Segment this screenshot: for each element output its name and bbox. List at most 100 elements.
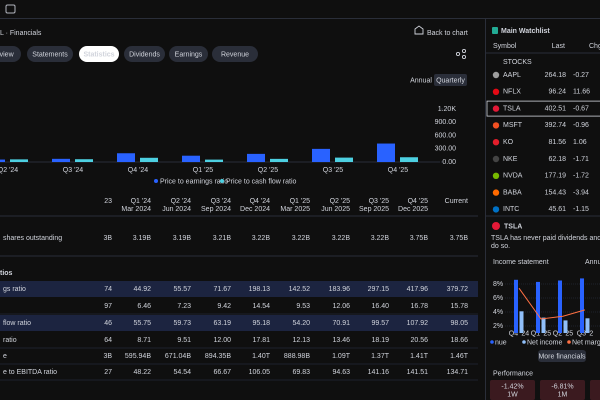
column-header: Q4 '25 — [408, 198, 429, 205]
bar — [312, 148, 330, 162]
back-icon[interactable] — [414, 25, 424, 35]
x-tick-label: Q4 '24 — [128, 167, 149, 174]
column-header: Mar 2025 — [280, 206, 310, 213]
column-header: Q1 '25 — [290, 198, 311, 205]
tab-pill[interactable] — [0, 46, 21, 62]
bar — [335, 157, 353, 162]
table-cell: 595.94B — [125, 353, 151, 360]
table-cell: 16.78 — [410, 303, 428, 310]
table-cell: 1.41T — [410, 353, 429, 360]
tab-pill[interactable] — [124, 46, 165, 62]
performance-period: 1W — [507, 391, 518, 398]
table-cell: 63.19 — [213, 320, 231, 327]
symbol: NVDA — [503, 173, 523, 180]
table-cell: 54.54 — [173, 369, 191, 376]
table-cell: 1.46T — [450, 353, 469, 360]
table-cell: 27 — [104, 369, 112, 376]
bar — [117, 153, 135, 162]
section-title: Performance — [493, 370, 533, 377]
table-cell: 97 — [104, 303, 112, 310]
table-cell: 64 — [104, 337, 112, 344]
row-label: shares outstanding — [3, 235, 62, 242]
bar — [580, 278, 584, 333]
column-header: Sep 2024 — [201, 206, 231, 213]
symbol-icon — [492, 105, 500, 112]
bar — [182, 155, 200, 162]
column-header: Q4 '24 — [250, 198, 271, 205]
table-cell: 3.22B — [332, 235, 351, 242]
row-label: ratio — [3, 337, 17, 344]
table-cell: 18.19 — [371, 337, 389, 344]
bar — [541, 317, 546, 333]
button[interactable] — [538, 350, 586, 362]
menu-icon[interactable] — [5, 4, 16, 14]
tab-pill[interactable] — [169, 46, 208, 62]
column-header: Sep 2025 — [359, 206, 389, 213]
table-cell: 3.75B — [450, 235, 469, 242]
table-cell: 15.78 — [450, 303, 468, 310]
y-tick-label: 600.00 — [435, 132, 457, 139]
last-price: 96.24 — [548, 89, 566, 96]
column-header: Chg — [589, 43, 600, 50]
symbol-icon — [492, 172, 500, 179]
table-cell: 99.57 — [371, 320, 389, 327]
bar — [558, 280, 562, 333]
bar — [140, 157, 158, 162]
table-cell: 18.66 — [450, 337, 468, 344]
table-cell: 417.96 — [407, 286, 429, 293]
bar — [514, 279, 518, 333]
tab-pill[interactable] — [212, 46, 258, 62]
section-title: Income statement — [493, 259, 549, 266]
tab-pill[interactable] — [27, 46, 73, 62]
table-cell: 12.13 — [292, 337, 310, 344]
last-price: 62.18 — [548, 156, 566, 163]
change: 11.66 — [573, 89, 590, 96]
page-title: L · Financials — [0, 30, 42, 37]
table-cell: 44.92 — [133, 286, 151, 293]
bar — [247, 153, 265, 162]
toggle-pill[interactable] — [434, 74, 467, 86]
bar — [205, 159, 223, 162]
column-header: Q2 '25 — [330, 198, 351, 205]
table-cell: 14.54 — [252, 303, 270, 310]
performance-period: 1M — [558, 391, 568, 398]
table-cell: 3.19B — [133, 235, 152, 242]
column-header: 23 — [104, 198, 112, 205]
column-header: Jun 2025 — [321, 206, 350, 213]
change: -1.15 — [573, 206, 589, 213]
x-tick-label: Q3 '25 — [323, 167, 344, 174]
column-header: Mar 2024 — [121, 206, 151, 213]
symbol-icon — [492, 189, 500, 196]
change: -0.67 — [573, 105, 589, 112]
row-label: e to EBITDA ratio — [3, 369, 57, 376]
note-line: TSLA has never paid dividends and has no… — [491, 235, 600, 242]
last-price: 402.51 — [545, 105, 567, 112]
x-tick-label: Q2 '25 — [258, 167, 279, 174]
share-icon[interactable] — [455, 48, 467, 60]
detail-symbol: TSLA — [504, 223, 522, 230]
bar — [400, 157, 418, 162]
change: -3.94 — [573, 189, 589, 196]
symbol: INTC — [503, 206, 519, 213]
symbol: KO — [503, 139, 514, 146]
table-cell: 54.20 — [292, 320, 310, 327]
table-cell: 13.46 — [332, 337, 350, 344]
table-cell: 3.75B — [410, 235, 429, 242]
y-tick-label: 0.00 — [442, 159, 456, 166]
table-cell: 888.98B — [284, 353, 310, 360]
tab-label: Dividends — [129, 51, 160, 58]
table-cell: 66.67 — [213, 369, 231, 376]
change: -0.96 — [573, 122, 589, 129]
column-header: Dec 2025 — [398, 206, 428, 213]
x-tick-label: Q2 '24 — [0, 167, 18, 174]
tab-label: Earnings — [175, 51, 203, 58]
y-tick-label: 300.00 — [435, 146, 457, 153]
symbol-icon — [492, 88, 500, 96]
table-cell: 9.51 — [177, 337, 191, 344]
change: -0.27 — [573, 72, 589, 79]
legend-swatch — [220, 179, 224, 183]
table-cell: 20.56 — [410, 337, 428, 344]
bar — [585, 318, 590, 333]
symbol-icon — [492, 222, 500, 230]
tab-pill[interactable] — [79, 46, 119, 62]
